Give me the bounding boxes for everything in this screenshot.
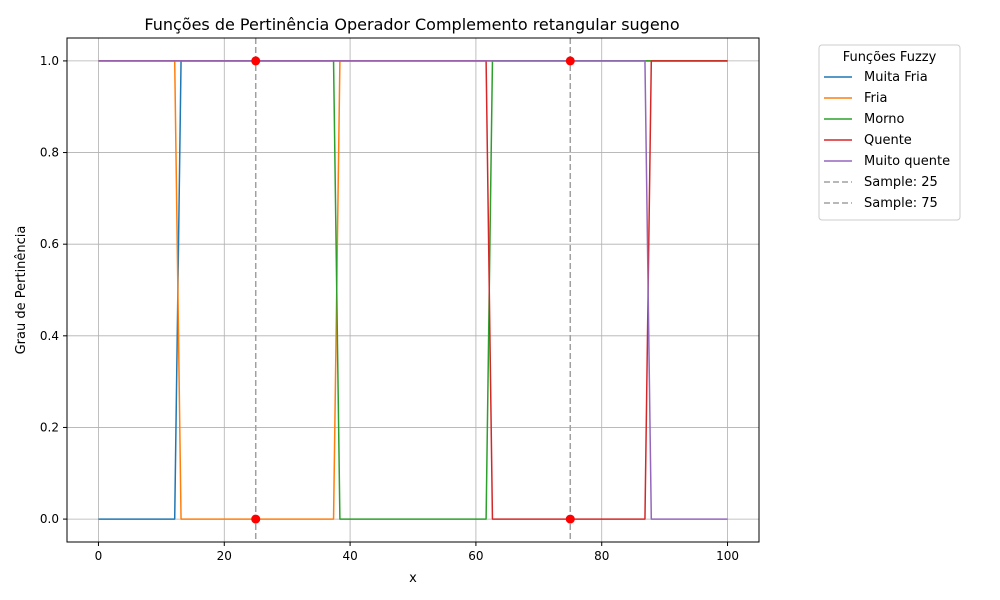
legend-box	[818, 44, 961, 221]
legend-entry: Sample: 25	[864, 175, 938, 190]
x-tick-label: 0	[95, 549, 103, 563]
legend-entry: Muito quente	[864, 154, 950, 169]
legend-entry: Morno	[864, 112, 905, 127]
sample-lines	[254, 38, 572, 542]
y-tick-label: 0.2	[40, 420, 59, 434]
sample-point	[565, 56, 575, 66]
legend-entry: Fria	[864, 91, 887, 106]
x-tick-label: 20	[217, 549, 232, 563]
series-line-muito-quente	[98, 60, 728, 520]
y-tick-label: 0.0	[40, 512, 59, 526]
x-tick-label: 60	[468, 549, 483, 563]
y-axis-label: Grau de Pertinência	[14, 226, 29, 355]
y-tick-label: 1.0	[40, 54, 59, 68]
legend-title: Funções Fuzzy	[843, 50, 937, 65]
plot-frame	[66, 37, 760, 543]
x-tick-label: 80	[594, 549, 609, 563]
legend-entry: Quente	[864, 133, 912, 148]
x-tick-label: 40	[342, 549, 357, 563]
grid	[67, 38, 759, 542]
y-tick-label: 0.4	[40, 329, 59, 343]
legend: Funções Fuzzy Muita Fria Fria Morno Quente Mu…	[818, 44, 961, 221]
chart-title: Funções de Pertinência Operador Compleme…	[144, 15, 679, 34]
y-tick-label: 0.6	[40, 237, 59, 251]
legend-entry: Muita Fria	[864, 70, 928, 85]
x-tick-label: 100	[716, 549, 739, 563]
sample-point	[251, 514, 261, 524]
sample-points	[251, 56, 575, 524]
y-tick-label: 0.8	[40, 146, 59, 160]
legend-entry: Sample: 75	[864, 196, 938, 211]
sample-point	[565, 514, 575, 524]
x-axis-label: x	[409, 571, 417, 586]
axis-ticks: 0 20 40 60 80 100 0.0 0.2 0.4 0.6 0.8 1.0	[40, 54, 739, 563]
sample-point	[251, 56, 261, 66]
